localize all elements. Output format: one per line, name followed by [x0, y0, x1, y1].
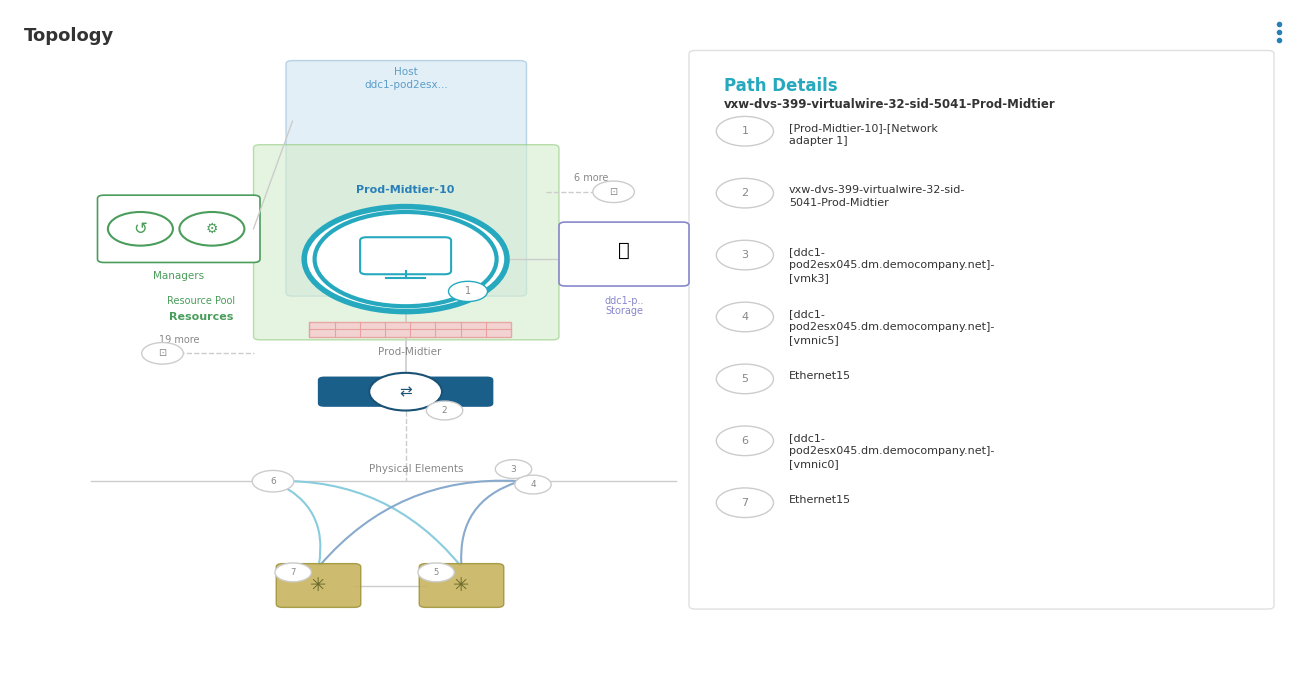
Circle shape: [276, 563, 312, 581]
FancyBboxPatch shape: [317, 377, 494, 406]
Circle shape: [142, 343, 183, 364]
Text: 💾: 💾: [618, 241, 630, 260]
Text: Resource Pool: Resource Pool: [168, 296, 235, 306]
Text: Path Details: Path Details: [724, 77, 837, 96]
Circle shape: [515, 475, 551, 494]
Circle shape: [716, 302, 774, 332]
Text: Physical Elements: Physical Elements: [369, 464, 463, 474]
Circle shape: [448, 281, 488, 302]
Text: ⚙: ⚙: [205, 222, 218, 236]
FancyBboxPatch shape: [276, 564, 360, 607]
Circle shape: [716, 364, 774, 394]
Text: 1: 1: [741, 127, 749, 136]
FancyBboxPatch shape: [419, 564, 503, 607]
Text: 6 more: 6 more: [575, 174, 608, 183]
Text: 1: 1: [465, 287, 471, 296]
Text: Ethernet15: Ethernet15: [789, 371, 852, 381]
Text: 4: 4: [530, 480, 536, 489]
Text: ddc1-p..: ddc1-p..: [604, 296, 644, 306]
Text: vxw-dvs-399-virtualwire-32-sid-
5041-Prod-Midtier: vxw-dvs-399-virtualwire-32-sid- 5041-Pro…: [789, 185, 966, 208]
FancyBboxPatch shape: [286, 61, 526, 296]
FancyBboxPatch shape: [559, 222, 689, 286]
Text: 7: 7: [290, 568, 296, 577]
Text: 2: 2: [442, 406, 447, 415]
Circle shape: [304, 207, 507, 312]
Circle shape: [716, 426, 774, 456]
Text: Ethernet15: Ethernet15: [789, 495, 852, 505]
Text: ✳: ✳: [311, 576, 326, 595]
Text: Topology: Topology: [23, 27, 113, 45]
Text: ⇄: ⇄: [399, 384, 412, 399]
Text: Managers: Managers: [153, 271, 204, 281]
Circle shape: [495, 460, 532, 479]
Circle shape: [179, 212, 244, 246]
Circle shape: [369, 373, 442, 411]
Text: Prod-Midtier: Prod-Midtier: [378, 347, 442, 357]
Circle shape: [716, 178, 774, 208]
FancyBboxPatch shape: [360, 237, 451, 275]
Circle shape: [716, 116, 774, 146]
FancyBboxPatch shape: [98, 195, 260, 262]
FancyBboxPatch shape: [254, 145, 559, 340]
Text: 7: 7: [741, 498, 749, 507]
Text: 5: 5: [433, 568, 439, 577]
Text: [ddc1-
pod2esx045.dm.democompany.net]-
[vmnic5]: [ddc1- pod2esx045.dm.democompany.net]- […: [789, 309, 994, 345]
Text: [ddc1-
pod2esx045.dm.democompany.net]-
[vmk3]: [ddc1- pod2esx045.dm.democompany.net]- […: [789, 247, 994, 283]
Text: 3: 3: [511, 464, 516, 474]
Text: 2: 2: [741, 188, 749, 198]
Text: [Prod-Midtier-10]-[Network
adapter 1]: [Prod-Midtier-10]-[Network adapter 1]: [789, 123, 939, 146]
Text: vxw-dvs-399-virtualwire-32-sid-5041-Prod-Midtier: vxw-dvs-399-virtualwire-32-sid-5041-Prod…: [724, 98, 1056, 110]
Text: Prod-Midtier-10: Prod-Midtier-10: [356, 185, 455, 195]
Circle shape: [716, 240, 774, 270]
Text: 3: 3: [741, 250, 749, 260]
Circle shape: [419, 563, 455, 581]
Circle shape: [252, 470, 294, 492]
Text: 5: 5: [741, 374, 749, 384]
Text: 6: 6: [270, 476, 276, 486]
Circle shape: [108, 212, 173, 246]
Circle shape: [426, 401, 463, 420]
Text: ↺: ↺: [134, 220, 147, 238]
FancyBboxPatch shape: [309, 322, 511, 336]
Text: 6: 6: [741, 436, 749, 446]
Circle shape: [593, 181, 634, 203]
Text: Resources: Resources: [169, 312, 234, 322]
Text: 4: 4: [741, 312, 749, 322]
Text: 19 more: 19 more: [159, 335, 200, 345]
Circle shape: [315, 212, 497, 306]
Text: Storage: Storage: [604, 306, 644, 316]
Text: ⊡: ⊡: [610, 187, 617, 197]
Circle shape: [716, 488, 774, 518]
Text: ⊡: ⊡: [159, 349, 166, 358]
Text: Host
ddc1-pod2esx...: Host ddc1-pod2esx...: [364, 67, 448, 90]
Text: ✳: ✳: [454, 576, 469, 595]
Text: [ddc1-
pod2esx045.dm.democompany.net]-
[vmnic0]: [ddc1- pod2esx045.dm.democompany.net]- […: [789, 433, 994, 469]
FancyBboxPatch shape: [689, 50, 1274, 609]
